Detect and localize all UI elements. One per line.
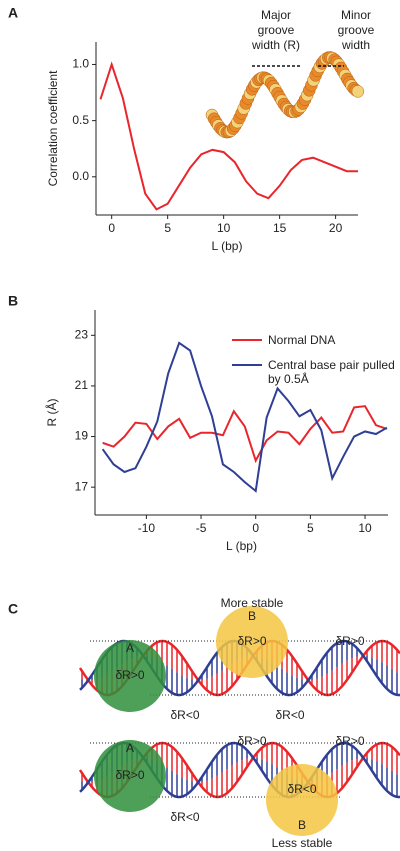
y-tick-label: 21 <box>75 378 89 392</box>
x-tick-label: 0 <box>108 221 115 235</box>
annotation: Major <box>261 8 291 22</box>
x-tick-label: 10 <box>358 521 372 535</box>
data-line <box>102 405 388 464</box>
site-circle <box>266 764 338 836</box>
x-axis-label: L (bp) <box>226 539 257 553</box>
dna-atom <box>351 85 365 98</box>
annotation: groove <box>258 23 295 37</box>
delta-label: δR>0 <box>335 634 364 648</box>
circle-label: B <box>298 818 306 832</box>
x-tick-label: 5 <box>164 221 171 235</box>
circle-label: A <box>126 641 134 655</box>
y-tick-label: 17 <box>75 479 89 493</box>
delta-label: δR<0 <box>170 708 199 722</box>
site-circle <box>94 740 166 812</box>
y-axis-label: R (Å) <box>44 399 59 427</box>
delta-label: δR>0 <box>335 734 364 748</box>
y-tick-label: 19 <box>75 429 89 443</box>
site-circle <box>94 640 166 712</box>
caption: More stable <box>221 596 284 610</box>
delta-label: δR>0 <box>237 734 266 748</box>
circle-label: B <box>248 609 256 623</box>
data-line <box>99 61 358 211</box>
y-tick-label: 0.5 <box>72 113 89 127</box>
x-tick-label: 10 <box>217 221 231 235</box>
legend-label: Central base pair pulled by 0.5Å <box>268 358 395 386</box>
panel-label: A <box>8 5 18 21</box>
annotation: width <box>341 38 370 52</box>
delta-label: δR>0 <box>237 634 266 648</box>
delta-label: δR<0 <box>170 810 199 824</box>
delta-label: δR>0 <box>115 668 144 682</box>
legend-label: Normal DNA <box>268 333 336 347</box>
x-axis-label: L (bp) <box>212 239 243 253</box>
x-tick-label: -5 <box>196 521 207 535</box>
delta-label: δR>0 <box>115 768 144 782</box>
annotation: groove <box>338 23 375 37</box>
x-tick-label: 15 <box>273 221 287 235</box>
helix-diagram: A BδR>0 δR>0 δR>0 δR<0 δR<0 More stable A BδR>0 δ… <box>78 596 400 850</box>
panel-label: C <box>8 601 18 617</box>
y-tick-label: 1.0 <box>72 57 89 71</box>
circle-label: A <box>126 741 134 755</box>
caption: Less stable <box>272 836 333 850</box>
y-tick-label: 23 <box>75 327 89 341</box>
data-line <box>101 341 388 493</box>
x-tick-label: 20 <box>329 221 343 235</box>
panel-label: B <box>8 293 18 309</box>
x-tick-label: -10 <box>138 521 156 535</box>
delta-label: δR<0 <box>275 708 304 722</box>
annotation: Minor <box>341 8 371 22</box>
y-axis-label: Correlation coefficient <box>46 70 60 187</box>
x-tick-label: 0 <box>252 521 259 535</box>
delta-label: δR<0 <box>287 782 316 796</box>
x-tick-label: 5 <box>307 521 314 535</box>
site-circle <box>216 606 288 678</box>
annotation: width (R) <box>251 38 300 52</box>
y-tick-label: 0.0 <box>72 169 89 183</box>
